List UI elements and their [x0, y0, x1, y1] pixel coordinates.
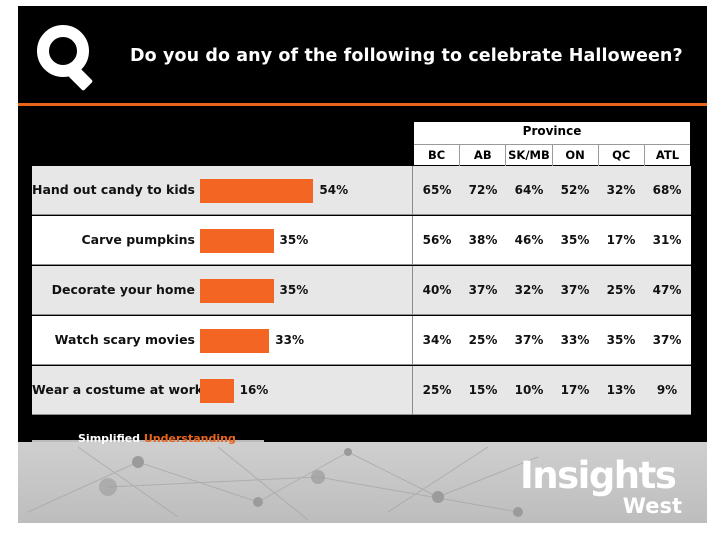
table-cell: 33% — [560, 333, 590, 347]
table-cell: 13% — [606, 383, 636, 397]
table-cell: 65% — [422, 183, 452, 197]
table-cell: 17% — [606, 233, 636, 247]
table-separator — [412, 366, 413, 414]
bar-value-label: 16% — [239, 383, 269, 397]
table-cell: 52% — [560, 183, 590, 197]
table-separator — [412, 166, 413, 214]
chart-row: Carve pumpkins 35% 56% 38% 46% 35% 17% 31% — [32, 216, 691, 265]
table-cell: 37% — [468, 283, 498, 297]
table-separator — [412, 316, 413, 364]
chart-row: Watch scary movies 33% 34% 25% 37% 33% 35% 37% — [32, 316, 691, 365]
table-cell: 38% — [468, 233, 498, 247]
chart-row: Decorate your home 35% 40% 37% 32% 37% 25% 47% — [32, 266, 691, 315]
chart-row: Hand out candy to kids 54% 65% 72% 64% 52% 32%… — [32, 166, 691, 215]
province-column-header: ATL — [643, 145, 690, 166]
table-cell: 46% — [514, 233, 544, 247]
bar — [200, 379, 234, 403]
province-values: 65% 72% 64% 52% 32% 68% — [414, 166, 690, 214]
table-cell: 9% — [656, 383, 678, 397]
bar-value-label: 54% — [319, 183, 349, 197]
table-cell: 34% — [422, 333, 452, 347]
bar — [200, 229, 274, 253]
category-label: Decorate your home — [51, 282, 195, 297]
table-cell: 68% — [652, 183, 682, 197]
category-label: Wear a costume at work — [32, 382, 204, 397]
table-cell: 64% — [514, 183, 544, 197]
tagline-orange: Understanding — [143, 432, 236, 445]
bar-value-label: 35% — [279, 233, 309, 247]
table-cell: 32% — [514, 283, 544, 297]
province-values: 56% 38% 46% 35% 17% 31% — [414, 216, 690, 264]
footer: Insights West — [18, 442, 707, 523]
table-cell: 37% — [514, 333, 544, 347]
slide: Do you do any of the following to celebr… — [18, 6, 707, 523]
province-column-header: BC — [427, 148, 446, 162]
province-values: 25% 15% 10% 17% 13% 9% — [414, 366, 690, 414]
province-column-header: AB — [459, 145, 505, 166]
header: Do you do any of the following to celebr… — [18, 6, 707, 103]
category-label: Hand out candy to kids — [32, 182, 196, 197]
table-cell: 72% — [468, 183, 498, 197]
province-column-header: QC — [597, 145, 644, 166]
province-header: Province BC AB SK/MB ON QC ATL — [414, 122, 690, 166]
province-values: 34% 25% 37% 33% 35% 37% — [414, 316, 690, 364]
table-cell: 47% — [652, 283, 682, 297]
table-cell: 15% — [468, 383, 498, 397]
table-separator — [412, 216, 413, 264]
table-cell: 56% — [422, 233, 452, 247]
province-values: 40% 37% 32% 37% 25% 47% — [414, 266, 690, 314]
bar-value-label: 33% — [275, 333, 305, 347]
page-title: Do you do any of the following to celebr… — [130, 46, 683, 66]
table-cell: 37% — [560, 283, 590, 297]
tagline-rule — [32, 440, 264, 442]
province-title: Province — [522, 124, 582, 138]
category-label: Carve pumpkins — [81, 232, 195, 247]
table-cell: 17% — [560, 383, 590, 397]
province-column-header: ON — [551, 145, 598, 166]
province-columns: BC AB SK/MB ON QC ATL — [414, 144, 690, 166]
province-column-header: SK/MB — [505, 145, 551, 166]
orange-divider — [18, 103, 707, 106]
bar — [200, 279, 274, 303]
table-cell: 10% — [514, 383, 544, 397]
table-cell: 25% — [422, 383, 452, 397]
brand-main: Insights — [520, 454, 677, 497]
chart-row: Wear a costume at work 16% 25% 15% 10% 17% 13%… — [32, 366, 691, 415]
network-pattern — [27, 446, 539, 521]
table-cell: 37% — [652, 333, 682, 347]
table-cell: 25% — [606, 283, 636, 297]
table-cell: 35% — [606, 333, 636, 347]
table-separator — [412, 266, 413, 314]
brand-sub: West — [622, 494, 682, 518]
magnifier-q-logo-icon — [37, 25, 93, 91]
table-cell: 40% — [422, 283, 452, 297]
tagline: Simplified Understanding — [78, 432, 236, 445]
tagline-white: Simplified — [78, 432, 144, 445]
bar-value-label: 35% — [279, 283, 309, 297]
bar — [200, 329, 270, 353]
insights-west-logo: Insights West — [520, 454, 690, 522]
table-cell: 31% — [652, 233, 682, 247]
table-cell: 32% — [606, 183, 636, 197]
table-cell: 35% — [560, 233, 590, 247]
category-label: Watch scary movies — [54, 332, 195, 347]
table-cell: 25% — [468, 333, 498, 347]
bar — [200, 179, 314, 203]
